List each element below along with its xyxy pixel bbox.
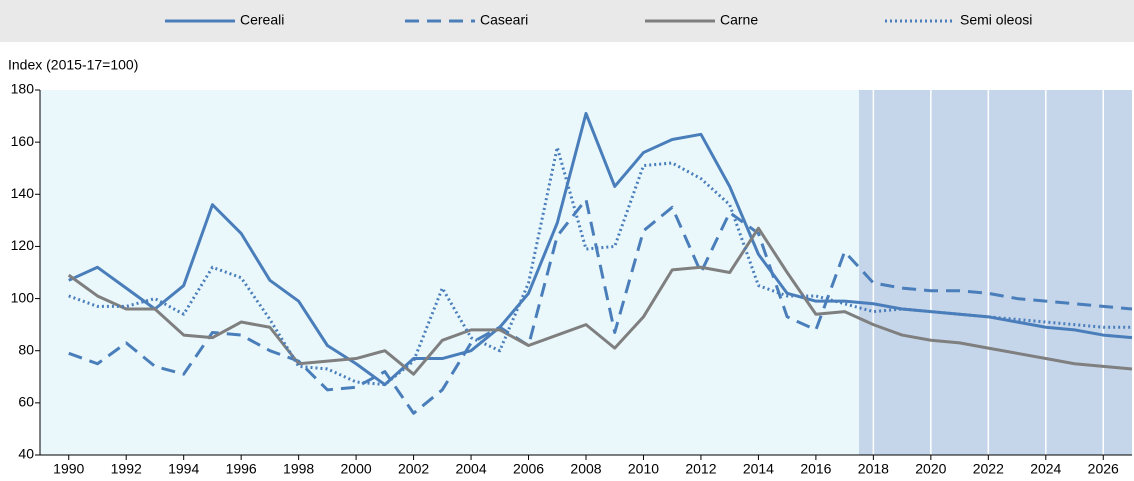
projection-shade xyxy=(859,90,1132,455)
x-tick-label: 2016 xyxy=(800,461,831,477)
series-line xyxy=(68,145,1132,387)
legend-label: Caseari xyxy=(480,12,528,28)
x-tick-label: 2022 xyxy=(973,461,1004,477)
x-tick-label: 1990 xyxy=(53,461,84,477)
x-tick-label: 2014 xyxy=(743,461,774,477)
x-tick-label: 2008 xyxy=(570,461,601,477)
x-tick-label: 2020 xyxy=(915,461,946,477)
y-tick-label: 160 xyxy=(11,133,35,149)
legend-label: Semi oleosi xyxy=(960,12,1032,28)
y-tick-label: 60 xyxy=(18,394,34,410)
y-tick-label: 180 xyxy=(11,81,35,97)
y-tick-label: 40 xyxy=(18,446,34,462)
y-tick-label: 140 xyxy=(11,185,35,201)
x-tick-label: 2012 xyxy=(685,461,716,477)
series-line xyxy=(68,198,1133,415)
y-tick-label: 80 xyxy=(18,341,34,357)
x-tick-label: 2002 xyxy=(398,461,429,477)
x-tick-label: 2018 xyxy=(858,461,889,477)
y-tick-label: 100 xyxy=(11,289,35,305)
y-tick-label: 120 xyxy=(11,237,35,253)
x-tick-label: 2006 xyxy=(513,461,544,477)
x-tick-label: 2026 xyxy=(1088,461,1119,477)
legend-label: Carne xyxy=(720,12,758,28)
y-axis-label: Index (2015-17=100) xyxy=(8,57,138,73)
x-tick-label: 2010 xyxy=(628,461,659,477)
x-tick-label: 2000 xyxy=(341,461,372,477)
x-tick-label: 1998 xyxy=(283,461,314,477)
x-tick-label: 2004 xyxy=(455,461,486,477)
x-tick-label: 1994 xyxy=(168,461,199,477)
x-tick-label: 1996 xyxy=(226,461,257,477)
x-tick-label: 2024 xyxy=(1030,461,1061,477)
x-tick-label: 1992 xyxy=(111,461,142,477)
series-line xyxy=(67,226,1133,376)
legend-label: Cereali xyxy=(240,12,284,28)
